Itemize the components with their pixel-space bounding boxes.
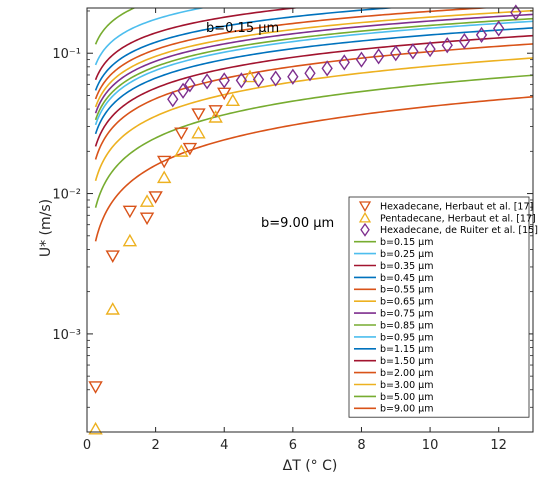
x-tick-label: 6 [289,438,297,453]
data-point-series-2-8 [287,68,299,85]
x-axis-title: ΔT (° C) [283,458,338,474]
legend-marker-swatch [358,201,372,213]
model-curve-5 [94,9,533,108]
data-point-series-2-19 [475,26,488,44]
data-point-series-1-5 [174,144,189,157]
data-point-series-2-18 [458,32,471,50]
data-point-series-2-1 [177,82,189,99]
legend-marker-swatch [360,222,370,237]
legend-entry-label: b=1.15 µm [380,344,433,355]
legend-entry-label: b=9.00 µm [380,404,433,415]
x-tick-label: 2 [151,438,159,453]
data-point-series-2-3 [201,73,213,90]
y-tick-label: 10⁻³ [52,328,81,343]
plot-area-frame [86,7,534,433]
data-point-series-2-2 [184,76,196,93]
model-curve-9 [94,27,533,135]
legend-box [348,196,530,418]
legend-entry-label: b=3.00 µm [380,380,433,391]
data-point-series-0-3 [139,212,155,226]
model-curve-14 [94,95,533,242]
legend-entry-label: b=0.85 µm [380,320,433,331]
legend-marker-swatch [358,211,372,223]
model-curve-10 [94,34,533,147]
data-point-series-0-6 [174,127,189,141]
model-curve-1 [94,8,207,66]
data-point-series-1-3 [139,194,155,207]
data-point-series-2-5 [235,72,248,89]
legend-entry-label: b=0.35 µm [380,261,433,272]
data-point-series-2-15 [407,43,419,60]
annotation-top: b=0.15 µm [206,21,279,36]
data-point-series-2-11 [338,54,350,71]
data-point-series-1-8 [225,93,241,107]
model-curve-6 [94,13,533,114]
data-point-series-2-4 [218,72,230,89]
model-curve-8 [94,20,533,126]
data-point-series-2-6 [252,71,265,88]
data-point-series-0-7 [182,142,198,156]
data-point-series-2-17 [441,37,453,54]
data-point-series-2-20 [493,20,505,37]
model-curve-2 [94,8,302,81]
data-point-series-2-7 [270,70,282,87]
y-axis-title: U* (m/s) [38,199,54,257]
legend-entry-label: b=0.45 µm [380,273,433,284]
data-point-series-2-12 [355,51,368,68]
legend-entry-label: b=0.65 µm [380,297,433,308]
legend-entry-label: b=2.00 µm [380,368,433,379]
axes: 0 2 4 6 8 10 12 10⁻³ 10⁻² 10⁻¹ [52,8,533,453]
data-point-series-1-6 [191,125,206,139]
model-curve-3 [94,8,399,91]
data-point-series-2-0 [167,91,179,108]
data-point-series-1-1 [105,302,120,315]
data-point-series-1-9 [242,69,258,83]
y-tick-label: 10⁻² [52,188,81,203]
model-curve-7 [94,17,533,121]
legend-entry-label: b=0.15 µm [380,237,433,248]
data-point-series-2-13 [372,48,385,65]
data-point-series-0-5 [156,155,172,169]
legend-entry-label: b=1.50 µm [380,356,433,367]
model-curve-0 [94,8,137,45]
data-point-series-0-8 [191,108,206,121]
data-point-series-0-9 [208,105,223,118]
legend-entry-label: b=0.95 µm [380,332,433,343]
legend-entry-label: Pentadecane, Herbaut et al. [17] [380,213,536,224]
y-tick-label: 10⁻¹ [52,47,81,62]
data-point-series-2-10 [321,60,333,77]
data-point-series-1-4 [156,170,172,184]
model-curve-13 [94,74,533,208]
data-point-series-0-2 [122,205,138,219]
legend-entry-label: Hexadecane, Herbaut et al. [17] [380,201,533,212]
x-tick-label: 12 [490,438,507,453]
data-point-series-0-1 [105,250,120,263]
model-curve-12 [94,57,533,182]
legend-entry-label: b=5.00 µm [380,392,433,403]
data-point-series-1-2 [122,233,138,247]
legend-entry-label: b=0.75 µm [380,309,433,320]
legend: Hexadecane, Herbaut et al. [17]Pentadeca… [348,196,538,418]
data-point-series-2-16 [424,40,436,58]
data-point-series-2-14 [390,45,402,62]
legend-entry-label: b=0.55 µm [380,285,433,296]
annotation-bottom: b=9.00 µm [261,216,334,231]
data-point-series-2-21 [510,4,522,21]
legend-entry-label: Hexadecane, de Ruiter et al. [15] [380,225,538,236]
x-tick-label: 10 [422,438,439,453]
legend-entry-label: b=0.25 µm [380,249,433,260]
data-point-series-0-0 [88,381,103,394]
model-curve-4 [94,8,496,100]
x-tick-label: 8 [357,438,365,453]
experimental-markers [88,4,522,435]
data-point-series-2-9 [304,65,316,82]
data-point-series-1-0 [88,421,103,435]
x-tick-label: 4 [220,438,228,453]
data-point-series-1-7 [208,110,223,123]
data-point-series-0-4 [148,191,163,204]
x-tick-label: 0 [83,438,91,453]
